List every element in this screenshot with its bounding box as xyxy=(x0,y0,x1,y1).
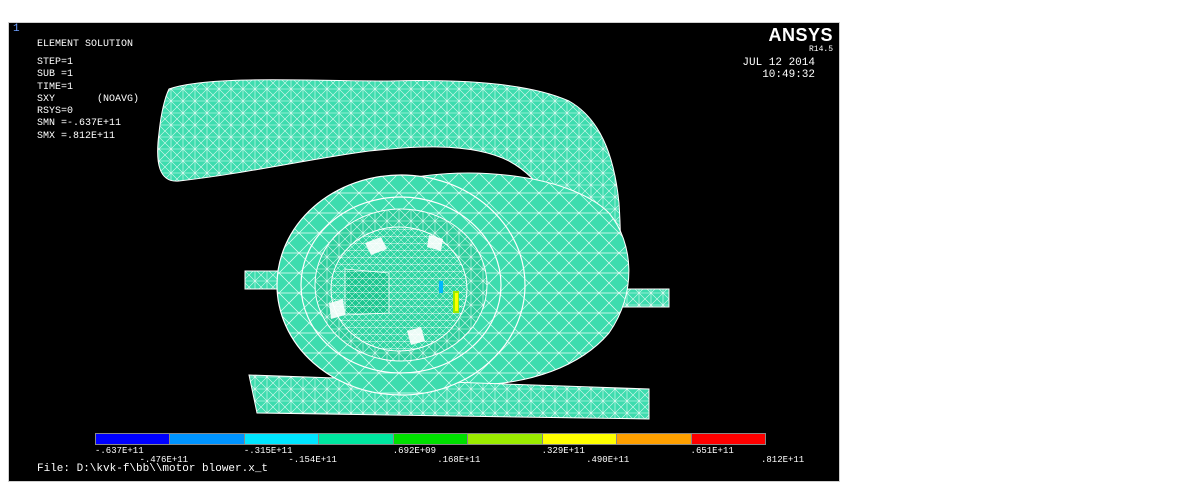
blower-mesh-model[interactable] xyxy=(9,23,840,482)
window-number: 1 xyxy=(13,23,20,35)
graphics-viewport[interactable]: 1 ANSYS R14.5 JUL 12 2014 10:49:32 ELEME… xyxy=(8,22,840,482)
time-stamp: 10:49:32 xyxy=(762,69,815,81)
legend-label-top: .692E+09 xyxy=(392,446,436,456)
legend-label-bottom: -.476E+11 xyxy=(139,455,189,465)
legend-label-top: .651E+11 xyxy=(690,446,734,456)
ansys-logo: ANSYS xyxy=(768,25,833,45)
legend-label-bottom: .490E+11 xyxy=(586,455,630,465)
file-path: File: D:\kvk-f\bb\\motor blower.x_t xyxy=(37,463,269,475)
legend-color-band xyxy=(169,433,245,445)
legend-color-band xyxy=(392,433,469,445)
base-plate xyxy=(248,374,650,420)
legend-color-band xyxy=(690,433,766,445)
legend-color-band xyxy=(616,433,692,445)
legend-label-top: .329E+11 xyxy=(541,446,585,456)
legend-label-top: -.637E+11 xyxy=(95,446,144,456)
legend-color-band xyxy=(243,433,320,445)
param-step: STEP=1 xyxy=(37,57,74,68)
solution-title: ELEMENT SOLUTION xyxy=(37,39,134,50)
date-stamp: JUL 12 2014 xyxy=(742,57,815,69)
legend-color-band xyxy=(318,433,394,445)
param-time: TIME=1 xyxy=(37,81,74,93)
legend-label-bottom: .812E+11 xyxy=(761,455,805,465)
param-smx: SMX =.812E+11 xyxy=(37,130,116,142)
param-rsys: RSYS=0 xyxy=(37,106,74,118)
ansys-version: R14.5 xyxy=(808,45,833,54)
impeller-hub xyxy=(329,226,468,352)
legend-color-band xyxy=(95,433,171,445)
param-sub: SUB =1 xyxy=(37,69,74,81)
legend-color-band xyxy=(467,433,543,445)
legend-label-top: -.315E+11 xyxy=(243,446,293,456)
legend-color-band xyxy=(541,433,618,445)
param-smn: SMN =-.637E+11 xyxy=(37,118,122,130)
solution-parameters: STEP=1 SUB =1 TIME=1 SXY (NOAVG) RSYS=0 … xyxy=(37,57,139,143)
legend-label-bottom: -.154E+11 xyxy=(288,455,337,465)
contour-legend: -.637E+11 -.315E+11 .692E+09 .329E+11 .651E+… xyxy=(95,433,804,465)
legend-label-bottom: .168E+11 xyxy=(437,455,481,465)
param-component: SXY (NOAVG) xyxy=(37,93,140,105)
